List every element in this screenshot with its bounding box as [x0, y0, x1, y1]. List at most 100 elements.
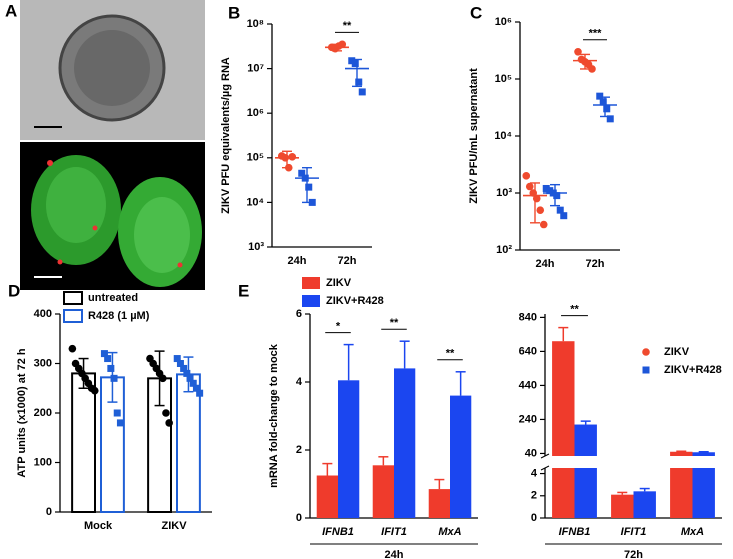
legend-swatch	[63, 291, 83, 305]
data-point	[351, 60, 359, 68]
legend-label: untreated	[88, 292, 138, 304]
x-tick-label: IFNB1	[559, 526, 591, 538]
group-label: 72h	[624, 549, 643, 559]
legend-label: ZIKV	[326, 277, 352, 289]
data-point	[305, 183, 313, 191]
y-tick-label: 10⁴	[246, 196, 264, 208]
legend-label: ZIKV	[664, 346, 690, 358]
y-axis-label: ZIKV PFU equivalents/µg RNA	[220, 57, 232, 214]
x-tick-label: IFIT1	[621, 526, 647, 538]
legend-label: R428 (1 µM)	[88, 310, 150, 322]
data-point	[525, 182, 534, 191]
bar	[372, 465, 394, 518]
data-point	[158, 374, 167, 383]
legend-swatch	[302, 277, 320, 289]
data-point	[196, 389, 204, 397]
y-tick-label: 10⁶	[495, 16, 512, 28]
data-point	[288, 153, 297, 161]
bar	[692, 452, 715, 456]
data-point	[606, 115, 614, 123]
data-point	[165, 419, 173, 427]
data-point	[107, 364, 115, 372]
panel-letter: D	[8, 281, 20, 300]
data-point	[162, 409, 170, 417]
significance-label: **	[570, 304, 579, 316]
y-axis-label: mRNA fold-change to mock	[268, 343, 280, 488]
x-tick-label: IFIT1	[381, 526, 407, 538]
legend-marker	[642, 366, 650, 374]
data-point	[599, 98, 607, 106]
data-point	[338, 40, 347, 49]
data-point	[355, 78, 363, 86]
data-point	[183, 369, 191, 377]
data-point	[90, 386, 99, 395]
significance-label: **	[343, 20, 352, 32]
bar	[316, 475, 338, 518]
data-point	[186, 374, 194, 382]
bar	[574, 424, 597, 456]
organoid-core	[74, 30, 150, 106]
data-point	[173, 355, 181, 363]
panel-letter: B	[228, 3, 240, 22]
y-tick-label: 2	[296, 444, 302, 456]
x-tick-label: IFNB1	[322, 526, 354, 538]
bar	[71, 372, 97, 513]
organoid-highlight	[134, 197, 190, 273]
y-tick-label: 10⁷	[247, 63, 264, 75]
data-point	[100, 350, 108, 358]
bar	[574, 468, 597, 518]
red-cell	[57, 259, 63, 265]
panel-letter: A	[5, 1, 17, 20]
data-point	[553, 192, 561, 200]
y-tick-label: 6	[296, 308, 302, 320]
data-point	[176, 360, 184, 367]
y-tick-label: 100	[34, 456, 52, 468]
bar	[611, 494, 634, 518]
data-point	[104, 355, 112, 363]
x-tick-label: MxA	[681, 526, 704, 538]
legend-marker	[642, 348, 650, 356]
y-tick-label: 0	[46, 506, 52, 518]
x-tick-label: 72h	[338, 255, 357, 267]
legend-swatch	[302, 295, 320, 307]
group-label: 24h	[385, 549, 404, 559]
y-tick-label: 10⁵	[247, 152, 264, 164]
y-tick-label: 640	[519, 345, 537, 357]
y-tick-label: 0	[296, 512, 302, 524]
y-tick-label: 10³	[496, 187, 512, 199]
y-tick-label: 10²	[496, 244, 512, 256]
panel-a-images	[20, 0, 205, 290]
legend-label: ZIKV+R428	[664, 364, 722, 376]
significance-label: *	[336, 321, 341, 333]
data-point	[560, 212, 568, 220]
y-tick-label: 4	[531, 467, 538, 479]
data-point	[180, 364, 188, 372]
y-axis-label: ZIKV PFU/mL supernatant	[468, 68, 480, 204]
bar	[338, 380, 360, 518]
panel-letter: C	[470, 3, 482, 22]
data-point	[539, 220, 548, 229]
y-tick-label: 10⁸	[247, 18, 264, 30]
red-cell	[47, 160, 53, 166]
data-point	[588, 65, 596, 73]
legend-label: ZIKV+R428	[326, 295, 384, 307]
data-point	[522, 172, 531, 180]
y-tick-label: 840	[519, 311, 537, 323]
bar	[394, 368, 416, 518]
data-point	[596, 92, 604, 100]
data-point	[358, 88, 366, 96]
x-tick-label: 72h	[586, 258, 605, 270]
bar	[552, 468, 575, 518]
x-tick-label: Mock	[84, 520, 113, 532]
legend-swatch	[63, 309, 83, 323]
y-tick-label: 440	[519, 379, 537, 391]
bar	[670, 451, 693, 456]
x-tick-label: ZIKV	[161, 520, 187, 532]
y-tick-label: 0	[531, 512, 537, 524]
data-point	[308, 198, 316, 206]
y-tick-label: 400	[34, 308, 52, 320]
data-point	[603, 105, 611, 113]
data-point	[556, 206, 564, 214]
data-point	[192, 384, 200, 392]
